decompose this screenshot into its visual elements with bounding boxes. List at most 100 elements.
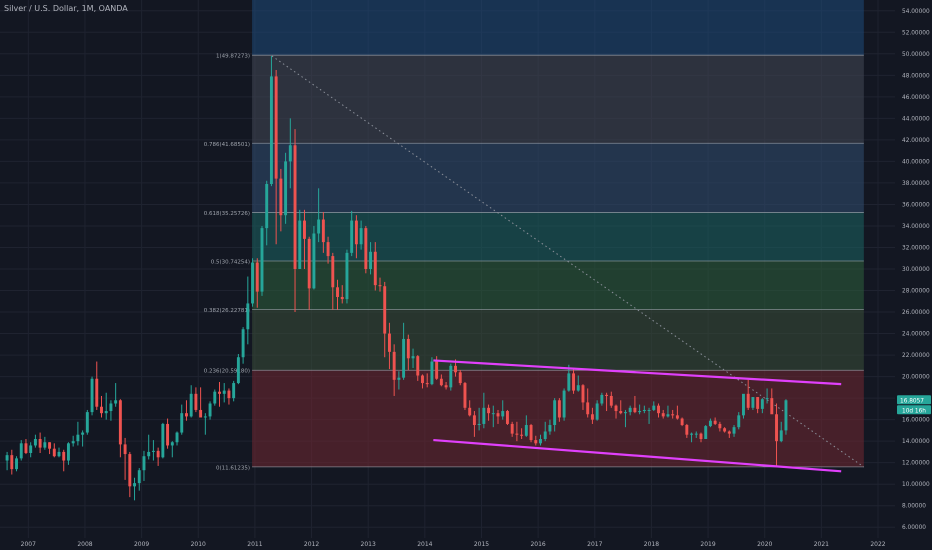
candle-body — [269, 76, 273, 184]
fib-level-label: 0(11.61235) — [216, 465, 250, 471]
candle-body — [336, 287, 339, 297]
candle-body — [180, 413, 184, 433]
candle-body — [298, 220, 302, 269]
candle-body — [10, 455, 14, 470]
candle-body — [756, 397, 760, 409]
candle-body — [501, 411, 505, 417]
candle-body — [406, 338, 410, 359]
candle-body — [38, 439, 42, 448]
candle-body — [147, 451, 151, 457]
candle-body — [161, 423, 165, 458]
year-tick-label: 2008 — [77, 541, 92, 548]
candle-body — [567, 373, 571, 391]
candle-body — [435, 361, 439, 379]
candle-body — [265, 183, 269, 229]
fib-level-label: 0.236(20.59180) — [204, 369, 250, 375]
candle-body — [307, 238, 311, 289]
candle-body — [48, 442, 52, 449]
time-axis[interactable]: 2007 2008 2009 2010 2011 2012 2013 2014 2015 2016… — [0, 538, 932, 550]
fib-band — [252, 212, 864, 262]
candle-body — [175, 432, 179, 443]
candle-body — [425, 383, 429, 385]
descending-channel[interactable] — [433, 359, 842, 473]
price-axis[interactable]: 6.00000 8.00000 10.00000 12.00000 14.00000 16… — [895, 0, 932, 550]
candle-body — [770, 398, 774, 415]
candle-body — [543, 431, 547, 440]
candle-body — [166, 423, 170, 446]
candle-body — [402, 338, 406, 378]
fib-level-label: 0.618(35.25726) — [204, 211, 250, 217]
candle-body — [52, 448, 56, 457]
fib-band — [252, 55, 864, 144]
candle-body — [671, 414, 675, 416]
candle-body — [595, 403, 599, 420]
price-axis-bg — [895, 0, 932, 550]
price-tick-label: 24.00000 — [902, 332, 930, 338]
candle-body — [524, 425, 528, 436]
fibonacci-retracement[interactable]: 1(49.87273) 0.786(41.68501) 0.618(35.25726… — [204, 0, 864, 471]
year-tick-label: 2019 — [700, 541, 715, 548]
candle-body — [704, 426, 708, 440]
candle-body — [19, 443, 23, 459]
diagonal-line — [271, 55, 865, 468]
candle-body — [293, 145, 297, 269]
year-tick-label: 2017 — [587, 541, 602, 548]
candle-body — [142, 456, 146, 471]
candle-body — [43, 442, 47, 448]
price-tick-label: 20.00000 — [902, 375, 930, 381]
candle-body — [66, 443, 70, 461]
price-tick-label: 30.00000 — [902, 267, 930, 273]
candle-body — [114, 400, 118, 404]
candle-body — [590, 414, 594, 420]
price-tick-label: 12.00000 — [902, 461, 930, 467]
fib-level-label: 0.382(26.22781) — [204, 308, 250, 314]
candle-body — [614, 405, 618, 412]
year-tick-label: 2009 — [134, 541, 149, 548]
candle-body — [81, 432, 85, 435]
candle-body — [255, 262, 259, 292]
candle-body — [350, 220, 354, 253]
candle-body — [487, 407, 491, 414]
price-tick-label: 26.00000 — [902, 310, 930, 316]
year-tick-label: 2020 — [757, 541, 772, 548]
candle-body — [387, 333, 391, 352]
candle-body — [727, 431, 731, 434]
candle-body — [576, 385, 580, 391]
candle-body — [5, 455, 9, 461]
fib-band-top — [252, 0, 864, 56]
candle-body — [222, 390, 226, 394]
candle-body — [491, 413, 495, 415]
candle-body — [628, 407, 632, 413]
price-tick-label: 48.00000 — [902, 73, 930, 79]
candles-layer — [5, 55, 788, 501]
candle-body — [638, 411, 642, 413]
candle-body — [661, 413, 665, 417]
candle-body — [373, 251, 377, 286]
candle-body — [208, 403, 212, 417]
candle-body — [534, 440, 538, 444]
candle-body — [623, 412, 627, 414]
candle-body — [151, 450, 155, 452]
candle-body — [477, 423, 481, 426]
price-tick-label: 36.00000 — [902, 202, 930, 208]
last-price-badge — [897, 395, 931, 405]
year-tick-label: 2014 — [417, 541, 432, 548]
candle-body — [482, 407, 486, 424]
candle-body — [383, 286, 387, 334]
year-tick-label: 2018 — [644, 541, 659, 548]
price-tick-label: 50.00000 — [902, 52, 930, 58]
candle-body — [553, 400, 557, 426]
candle-body — [156, 450, 160, 458]
candle-body — [85, 412, 89, 433]
candle-body — [236, 357, 240, 384]
diagonal-trend-line[interactable] — [271, 55, 865, 468]
candle-body — [737, 415, 741, 428]
candle-body — [742, 393, 745, 416]
candle-body — [444, 385, 448, 388]
candle-body — [213, 391, 217, 404]
fib-band — [252, 261, 864, 310]
candle-body — [303, 220, 306, 239]
candle-body — [227, 390, 231, 399]
candle-body — [199, 409, 203, 418]
